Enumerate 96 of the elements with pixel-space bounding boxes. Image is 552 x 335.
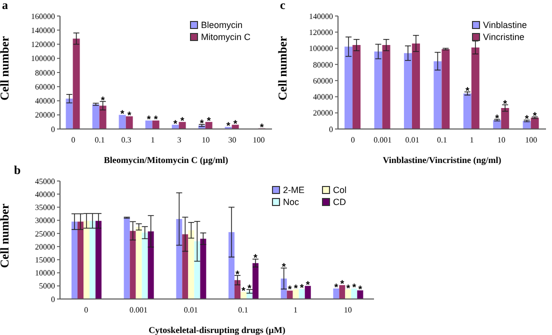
legend-label: Mitomycin C: [201, 32, 251, 42]
chart-title: a: [2, 0, 8, 13]
y-tick-label: 40000: [35, 190, 55, 199]
x-tick-label: 0.001: [374, 136, 392, 145]
x-tick-label: 1: [470, 136, 474, 145]
y-tick-label: 30000: [35, 216, 55, 226]
legend-label: 2-ME: [283, 185, 305, 195]
y-tick-label: 0: [329, 124, 333, 134]
data-label: *: [154, 114, 158, 126]
y-tick-label: 20000: [35, 110, 55, 120]
y-tick-label: 0: [51, 294, 55, 304]
x-tick-label: 0: [350, 136, 355, 145]
y-tick-label: 10000: [35, 268, 55, 278]
x-tick-label: 0.1: [238, 306, 248, 315]
x-tick-label: 1: [150, 136, 155, 145]
x-tick-label: 0.1: [94, 136, 105, 145]
y-tick-label: 15000: [35, 256, 55, 265]
legend-label: CD: [333, 197, 346, 207]
y-tick-label: 35000: [35, 203, 55, 212]
x-tick-label: 30: [228, 136, 236, 145]
data-label: *: [358, 284, 362, 296]
data-label: *: [340, 279, 344, 290]
x-tick-label: 0.3: [121, 136, 132, 145]
data-label: *: [465, 86, 470, 97]
y-tick-label: 25000: [35, 229, 55, 238]
y-tick-label: 160000: [31, 12, 55, 21]
y-tick-label: 60000: [313, 76, 333, 86]
y-tick-label: 100000: [309, 44, 333, 54]
data-label: *: [300, 283, 304, 294]
x-tick-label: 0.1: [437, 136, 447, 145]
data-label: *: [100, 95, 105, 106]
y-tick-label: 120000: [309, 28, 333, 37]
y-tick-label: 20000: [313, 108, 333, 118]
data-label: *: [306, 280, 310, 291]
data-label: *: [282, 262, 286, 274]
legend-label: Vincristine: [483, 32, 524, 42]
data-label: *: [260, 122, 264, 134]
data-label: *: [495, 113, 500, 124]
data-label: *: [236, 269, 240, 280]
y-tick-label: 0: [51, 124, 55, 134]
x-tick-label: 0: [84, 306, 88, 315]
data-label: *: [206, 116, 211, 127]
x-axis-title: Bleomycin/Mitomycin C (µg/ml): [104, 155, 228, 165]
y-axis-title: Cell number: [0, 35, 12, 100]
legend-label: Bleomycin: [201, 20, 243, 30]
chart-title: b: [14, 163, 21, 178]
y-tick-label: 40000: [313, 92, 333, 102]
data-label: *: [334, 282, 338, 294]
y-tick-label: 40000: [35, 96, 55, 106]
y-tick-label: 100000: [31, 54, 55, 64]
data-label: *: [226, 120, 230, 132]
data-label: *: [248, 284, 252, 295]
data-label: *: [352, 282, 356, 294]
x-axis-title: Vinblastine/Vincristine (ng/ml): [382, 155, 502, 165]
data-label: *: [180, 116, 184, 127]
data-label: *: [233, 118, 238, 130]
data-label: *: [146, 114, 151, 126]
data-label: *: [173, 118, 178, 130]
y-tick-label: 140000: [309, 12, 333, 21]
x-tick-label: 100: [525, 136, 538, 145]
data-label: *: [200, 118, 204, 130]
x-tick-label: 100: [252, 136, 265, 145]
data-label: *: [254, 253, 258, 264]
y-tick-label: 140000: [31, 26, 55, 35]
x-tick-label: 0.01: [184, 306, 198, 315]
data-label: *: [503, 98, 508, 110]
y-tick-label: 60000: [35, 82, 55, 92]
data-label: *: [120, 108, 124, 120]
x-tick-label: 10: [344, 306, 352, 315]
x-axis-title: Cytoskeletal-disrupting drugs (µM): [148, 325, 286, 335]
data-label: *: [294, 283, 298, 294]
data-label: *: [524, 114, 529, 126]
x-tick-label: 3: [177, 136, 182, 145]
legend-label: Noc: [283, 197, 300, 207]
data-label: *: [242, 286, 246, 297]
x-tick-label: 0: [71, 136, 76, 145]
y-tick-label: 120000: [31, 40, 55, 50]
y-tick-label: 80000: [35, 68, 55, 78]
chart-title: c: [280, 0, 286, 13]
x-tick-label: 10: [497, 136, 506, 145]
y-tick-label: 80000: [313, 60, 333, 70]
x-tick-label: 10: [202, 136, 210, 145]
y-tick-label: 5000: [39, 282, 55, 291]
x-tick-label: 0.01: [405, 136, 420, 145]
data-label: *: [346, 283, 350, 294]
x-tick-label: 1: [294, 306, 298, 315]
y-tick-label: 20000: [35, 242, 55, 252]
data-label: *: [532, 110, 537, 122]
y-tick-label: 45000: [35, 176, 55, 186]
data-label: *: [288, 284, 292, 296]
y-axis-title: Cell number: [0, 202, 12, 268]
legend-label: Vinblastine: [483, 20, 527, 30]
data-label: *: [127, 110, 132, 122]
x-tick-label: 0.001: [130, 306, 148, 315]
legend-label: Col: [333, 185, 347, 195]
y-axis-title: Cell number: [275, 35, 290, 100]
